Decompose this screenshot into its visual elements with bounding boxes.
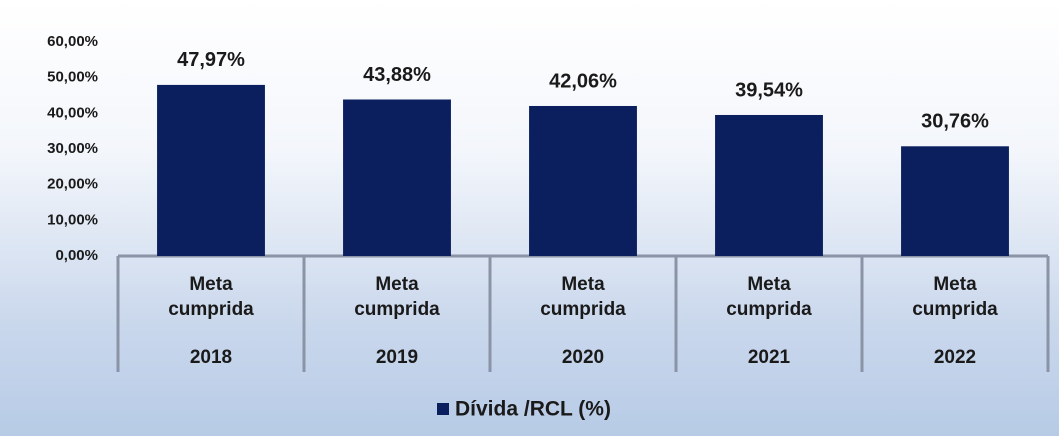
x-tick-label: 2019 [375, 347, 419, 368]
category-sublabel: Meta cumprida [168, 274, 254, 320]
y-tick-label: 0,00% [55, 247, 98, 264]
bar [901, 146, 1009, 256]
legend-swatch [437, 403, 449, 415]
category-sublabel: Meta cumprida [726, 274, 812, 320]
x-tick-label: 2018 [189, 347, 233, 368]
bar [529, 105, 637, 257]
y-tick-label: 60,00% [47, 33, 98, 50]
bar [343, 99, 451, 257]
x-tick-label: 2022 [933, 347, 977, 368]
category-sublabel: Meta cumprida [912, 274, 998, 320]
y-tick-label: 20,00% [47, 176, 98, 193]
y-tick-label: 10,00% [47, 211, 98, 228]
category-sublabel: Meta cumprida [354, 274, 440, 320]
y-tick-label: 40,00% [47, 104, 98, 121]
x-tick-label: 2020 [561, 347, 605, 368]
y-tick-label: 50,00% [47, 69, 98, 86]
bar [157, 84, 265, 256]
value-label: 47,97% [177, 49, 245, 71]
value-label: 30,76% [921, 111, 989, 133]
category-sublabel: Meta cumprida [540, 274, 626, 320]
legend-label: Dívida /RCL (%) [455, 398, 611, 421]
value-label: 43,88% [363, 64, 431, 86]
x-tick-label: 2021 [747, 347, 791, 368]
value-label: 39,54% [735, 79, 803, 101]
bar [715, 114, 823, 256]
y-tick-label: 30,00% [47, 140, 98, 157]
value-label: 42,06% [549, 70, 617, 92]
